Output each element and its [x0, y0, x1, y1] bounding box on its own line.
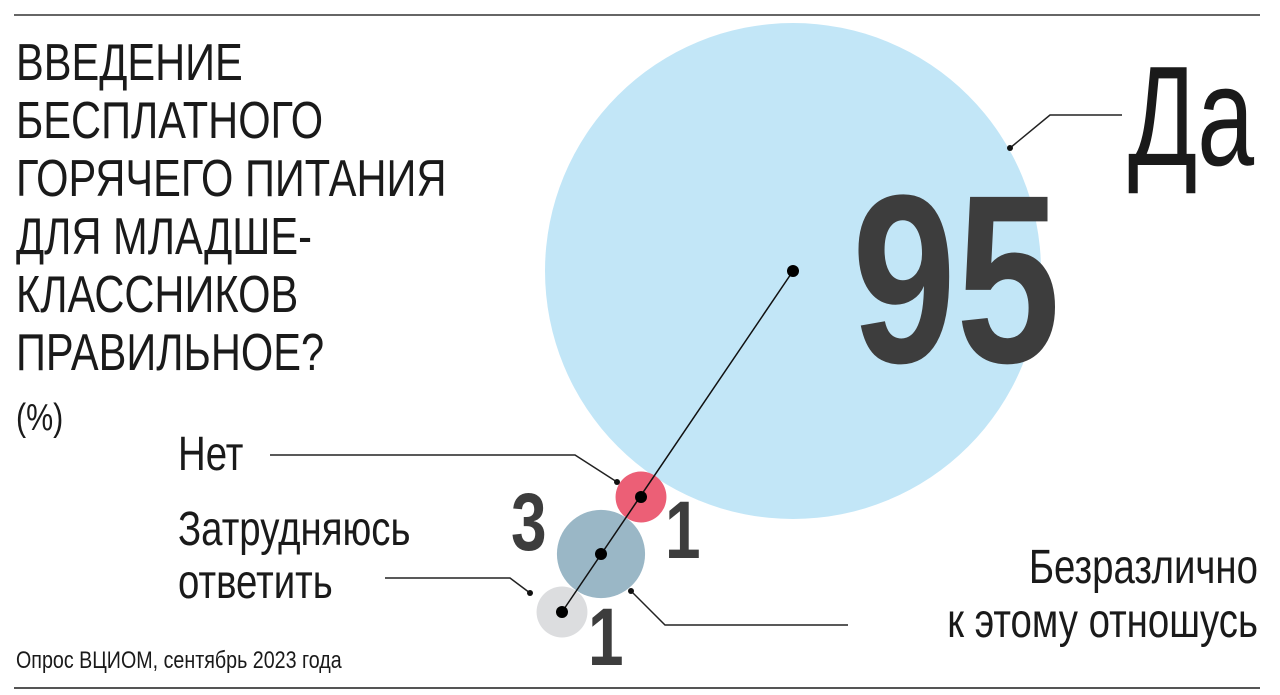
- title-line: КЛАССНИКОВ: [16, 265, 298, 324]
- title-line: ДЛЯ МЛАДШЕ-: [16, 207, 312, 266]
- leader-bezrazlichno: [630, 590, 848, 626]
- value-bezrazlichno: 3: [511, 475, 547, 568]
- unit-label: (%): [16, 397, 63, 439]
- leader-zatrudnyayus: [385, 577, 531, 594]
- label-net: Нет: [178, 428, 243, 481]
- label-da: Да: [1128, 38, 1254, 196]
- source-note: Опрос ВЦИОМ, сентябрь 2023 года: [16, 646, 342, 673]
- title-line: ВВЕДЕНИЕ: [16, 33, 243, 92]
- title-line: ГОРЯЧЕГО ПИТАНИЯ: [16, 149, 446, 208]
- title-line: БЕСПЛАТНОГО: [16, 91, 323, 150]
- value-zatrudnyayus: 1: [588, 590, 624, 683]
- leader-da: [1009, 114, 1122, 149]
- label-bezrazlichno: Безразлично: [1029, 541, 1258, 594]
- value-net: 1: [665, 483, 701, 576]
- leader-net: [270, 454, 618, 483]
- leader-lines: [270, 114, 1122, 626]
- bubble-center-dot: [595, 548, 607, 560]
- bubble-center-dot: [787, 265, 799, 277]
- bubble-center-dot: [556, 606, 568, 618]
- value-da: 95: [852, 145, 1060, 414]
- chart-title: ВВЕДЕНИЕ БЕСПЛАТНОГО ГОРЯЧЕГО ПИТАНИЯ ДЛ…: [16, 33, 446, 439]
- leader-dot: [1007, 145, 1013, 151]
- title-line: ПРАВИЛЬНОЕ?: [16, 323, 324, 382]
- label-zatrudnyayus: Затрудняюсь: [178, 503, 410, 556]
- leader-dot: [628, 588, 634, 594]
- leader-dot: [614, 479, 620, 485]
- bubble-center-dot: [635, 491, 647, 503]
- leader-dot: [527, 590, 533, 596]
- label-zatrudnyayus: ответить: [178, 556, 333, 609]
- label-bezrazlichno: к этому отношусь: [947, 595, 1258, 648]
